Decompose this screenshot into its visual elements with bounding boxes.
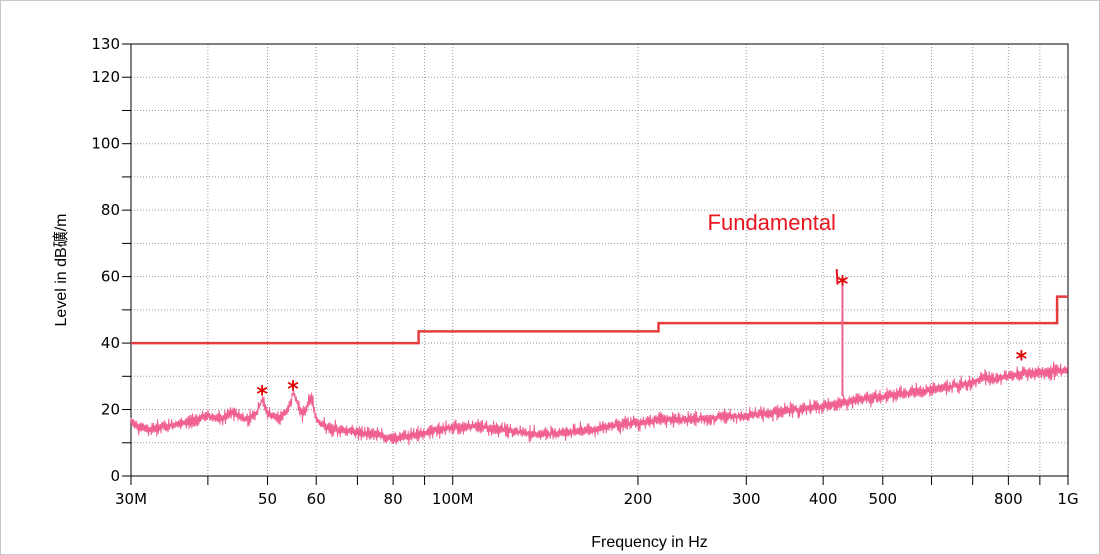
y-axis-title: Level in dB礦/m (52, 214, 70, 327)
x-tick-label: 80 (384, 490, 403, 508)
peak-marker: * (1016, 347, 1028, 372)
y-tick-label: 0 (110, 467, 120, 485)
axis-ticks (122, 43, 1069, 485)
peak-marker: * (837, 273, 849, 298)
x-axis-title: Frequency in Hz (591, 534, 708, 551)
x-tick-label: 400 (809, 490, 838, 508)
y-tick-label: 60 (101, 268, 120, 286)
data-series (130, 283, 1069, 446)
x-tick-label: 800 (994, 490, 1023, 508)
peak-markers: * * * * (256, 273, 1027, 408)
emission-trace (130, 361, 1069, 446)
x-tick-label: 1G (1057, 490, 1078, 508)
x-tick-labels: 30M 50 60 80 100M 200 300 400 500 800 1G (115, 490, 1079, 508)
y-tick-label: 20 (101, 401, 120, 419)
y-tick-label: 80 (101, 201, 120, 219)
plot-area (130, 43, 1069, 477)
peak-marker: * (287, 377, 299, 402)
y-tick-label: 100 (91, 135, 120, 153)
limit-line (131, 295, 1068, 345)
annotation-label: Fundamental (708, 210, 836, 235)
annotation-leader (835, 269, 839, 285)
x-tick-label: 500 (868, 490, 897, 508)
x-tick-label: 60 (307, 490, 326, 508)
y-tick-label: 40 (101, 334, 120, 352)
annotations: Fundamental (708, 210, 839, 285)
y-tick-label: 130 (91, 35, 120, 53)
x-tick-label: 30M (115, 490, 147, 508)
y-tick-labels: 0 20 40 60 80 100 120 130 (91, 35, 120, 485)
grid-lines (131, 44, 1068, 476)
x-tick-label: 100M (432, 490, 474, 508)
x-tick-label: 50 (258, 490, 277, 508)
x-tick-label: 300 (732, 490, 761, 508)
x-tick-label: 200 (624, 490, 653, 508)
y-tick-label: 120 (91, 68, 120, 86)
peak-marker: * (256, 382, 268, 407)
